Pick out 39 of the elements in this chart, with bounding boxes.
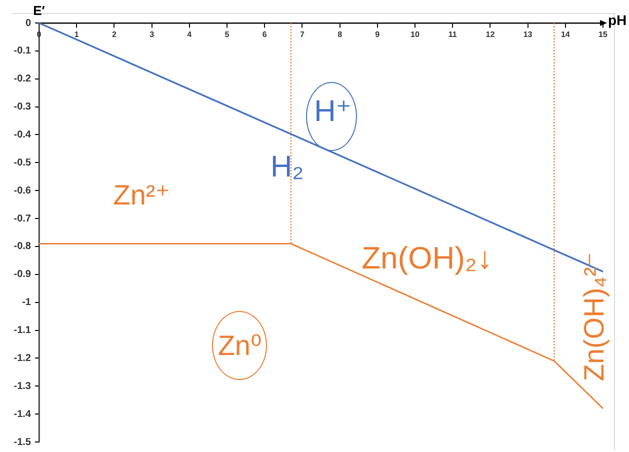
y-tick-label: -0.7 [14, 213, 32, 224]
annotation: Zn(OH)₂↓ [362, 240, 492, 276]
y-tick-label: -1.1 [14, 325, 32, 336]
y-tick-label: -1.3 [14, 380, 32, 392]
x-tick-label: 10 [410, 30, 420, 40]
annotation: Zn(OH)₄²⁻ [578, 252, 610, 382]
x-tick-label: 4 [187, 30, 192, 40]
y-tick-label: -0.1 [14, 46, 32, 57]
x-tick-label: 12 [486, 30, 496, 40]
annotation: Zn⁰ [218, 330, 262, 362]
x-tick-label: 5 [224, 30, 230, 40]
annotation: Zn²⁺ [113, 180, 170, 211]
x-tick-label: 13 [523, 30, 533, 40]
annotation: H⁺ [314, 94, 352, 128]
x-tick-label: 7 [300, 30, 305, 40]
y-tick-label: 0 [25, 18, 32, 29]
y-tick-label: -0.8 [14, 241, 32, 252]
x-tick-label: 3 [150, 30, 155, 40]
annotation: H₂ [270, 150, 304, 184]
y-tick-label: -1.5 [14, 436, 32, 448]
y-axis-title: E′ [33, 3, 45, 18]
x-tick-label: 8 [338, 30, 343, 40]
y-tick-label: -0.3 [14, 102, 32, 113]
y-tick-label: -1.2 [14, 352, 32, 364]
x-tick-label: 15 [598, 30, 608, 40]
x-tick-label: 11 [448, 30, 458, 40]
x-tick-label: 6 [262, 30, 268, 40]
y-tick-label: -1 [22, 297, 32, 308]
y-tick-label: -0.4 [14, 129, 32, 140]
y-tick-label: -0.9 [14, 269, 32, 280]
x-tick-label: 9 [375, 30, 380, 40]
y-tick-label: -0.2 [14, 74, 32, 85]
x-axis-title: pH [608, 12, 627, 28]
y-tick-label: -0.5 [14, 157, 32, 168]
x-tick-label: 14 [560, 30, 570, 40]
y-tick-label: -0.6 [14, 185, 32, 196]
y-tick-label: -1.4 [14, 408, 32, 420]
x-tick-label: 2 [112, 30, 117, 40]
x-tick-label: 1 [74, 30, 80, 40]
